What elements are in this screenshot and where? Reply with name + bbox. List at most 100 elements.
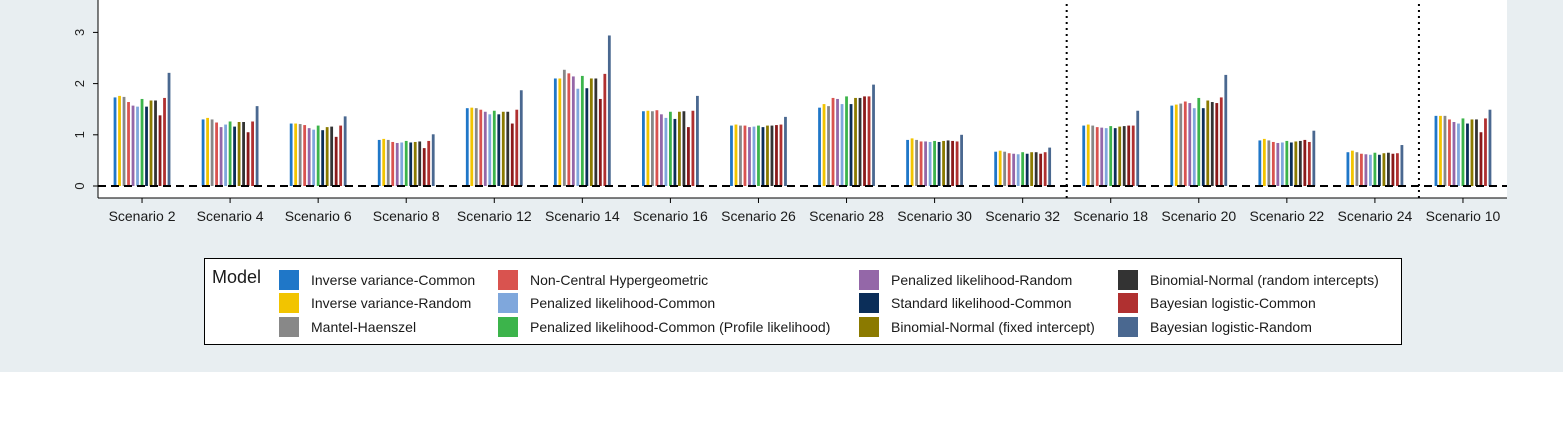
bar [946, 140, 950, 186]
bar [1289, 142, 1293, 186]
bar [167, 72, 171, 186]
bar [427, 140, 431, 186]
y-tick-label: 3 [72, 29, 87, 36]
bar [854, 97, 857, 186]
bar [391, 141, 395, 186]
x-tick-label: Scenario 32 [985, 208, 1060, 224]
bar [576, 88, 580, 186]
bar [863, 96, 866, 186]
bar [1443, 115, 1447, 186]
bar [506, 111, 510, 186]
legend-swatch [859, 270, 879, 290]
bar [1012, 153, 1016, 186]
bar [131, 105, 135, 186]
bar [1280, 142, 1284, 186]
bar [673, 118, 677, 186]
bar [501, 111, 505, 186]
legend-label: Inverse variance-Random [311, 295, 472, 311]
bar [1210, 102, 1214, 186]
legend-swatch [859, 317, 879, 337]
bar [294, 123, 298, 186]
bar [1188, 103, 1192, 186]
bar [1373, 152, 1377, 186]
bar [1307, 141, 1311, 186]
bar [330, 126, 334, 186]
bar [603, 73, 607, 186]
bar [1267, 140, 1271, 186]
bar [246, 132, 250, 186]
x-tick-label: Scenario 6 [285, 208, 352, 224]
bar [1201, 108, 1205, 186]
bar [585, 88, 589, 186]
x-tick-label: Scenario 20 [1161, 208, 1236, 224]
bar [1043, 152, 1047, 186]
bar [1378, 154, 1381, 186]
x-tick-label: Scenario 18 [1073, 208, 1148, 224]
bar [321, 130, 325, 186]
bar [1183, 101, 1187, 186]
bar [1303, 139, 1307, 186]
bar [210, 119, 214, 186]
legend-label: Mantel-Haenszel [311, 319, 417, 335]
bar [1095, 127, 1099, 186]
bar [1461, 118, 1465, 186]
bar [483, 111, 487, 186]
bar [589, 78, 593, 186]
x-tick-label: Scenario 8 [373, 208, 440, 224]
legend-swatch [1118, 317, 1138, 337]
bar [1369, 154, 1372, 186]
bar [127, 102, 130, 186]
x-tick-label: Scenario 16 [633, 208, 708, 224]
y-tick-label: 2 [72, 80, 87, 87]
y-tick-label: 0 [72, 182, 87, 189]
bar [422, 148, 426, 186]
bar [687, 127, 690, 186]
bar [154, 100, 157, 186]
legend-item: Penalized likelihood-Common (Profile lik… [498, 316, 830, 338]
bar [919, 141, 923, 186]
bar [343, 116, 347, 186]
bar [515, 109, 519, 186]
bar [942, 140, 945, 186]
bar [655, 110, 659, 186]
bar [734, 124, 738, 186]
bar [303, 125, 307, 186]
bar [1400, 145, 1404, 186]
bar [660, 114, 663, 186]
bar [1452, 122, 1456, 186]
bar [784, 116, 787, 186]
bar [553, 78, 557, 186]
bar [316, 125, 320, 186]
bar [1258, 140, 1262, 186]
x-tick-label: Scenario 12 [457, 208, 532, 224]
bar [748, 127, 751, 186]
bar [377, 139, 381, 186]
bar [960, 134, 963, 186]
bar [928, 141, 932, 186]
bar [497, 114, 501, 186]
bar [1091, 125, 1095, 186]
bar [822, 104, 826, 186]
bar [1271, 141, 1275, 186]
bar [1104, 128, 1108, 186]
bar [752, 126, 756, 186]
legend-label: Penalized likelihood-Random [891, 272, 1073, 288]
bar [682, 111, 686, 186]
bar [339, 125, 343, 186]
legend-item: Standard likelihood-Common [859, 292, 1072, 314]
bar [201, 119, 205, 186]
bar [386, 139, 390, 186]
bar [1109, 126, 1113, 186]
bar [1448, 119, 1451, 186]
bar [739, 125, 742, 186]
bar [224, 124, 227, 186]
bar [418, 141, 422, 186]
bar [325, 127, 329, 186]
bar [237, 122, 241, 186]
x-tick-label: Scenario 30 [897, 208, 972, 224]
bar-chart: 0 1 2 3 Scenario 2 Scenario 4 Scenario 6 Scenar… [72, 0, 1507, 224]
bar [404, 140, 408, 186]
bar [994, 151, 998, 186]
bar [474, 108, 478, 186]
x-tick-label: Scenario 10 [1426, 208, 1501, 224]
